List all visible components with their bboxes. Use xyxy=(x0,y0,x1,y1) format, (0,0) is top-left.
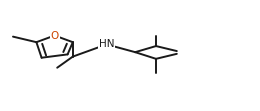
Text: HN: HN xyxy=(99,39,114,49)
Text: O: O xyxy=(50,31,59,41)
